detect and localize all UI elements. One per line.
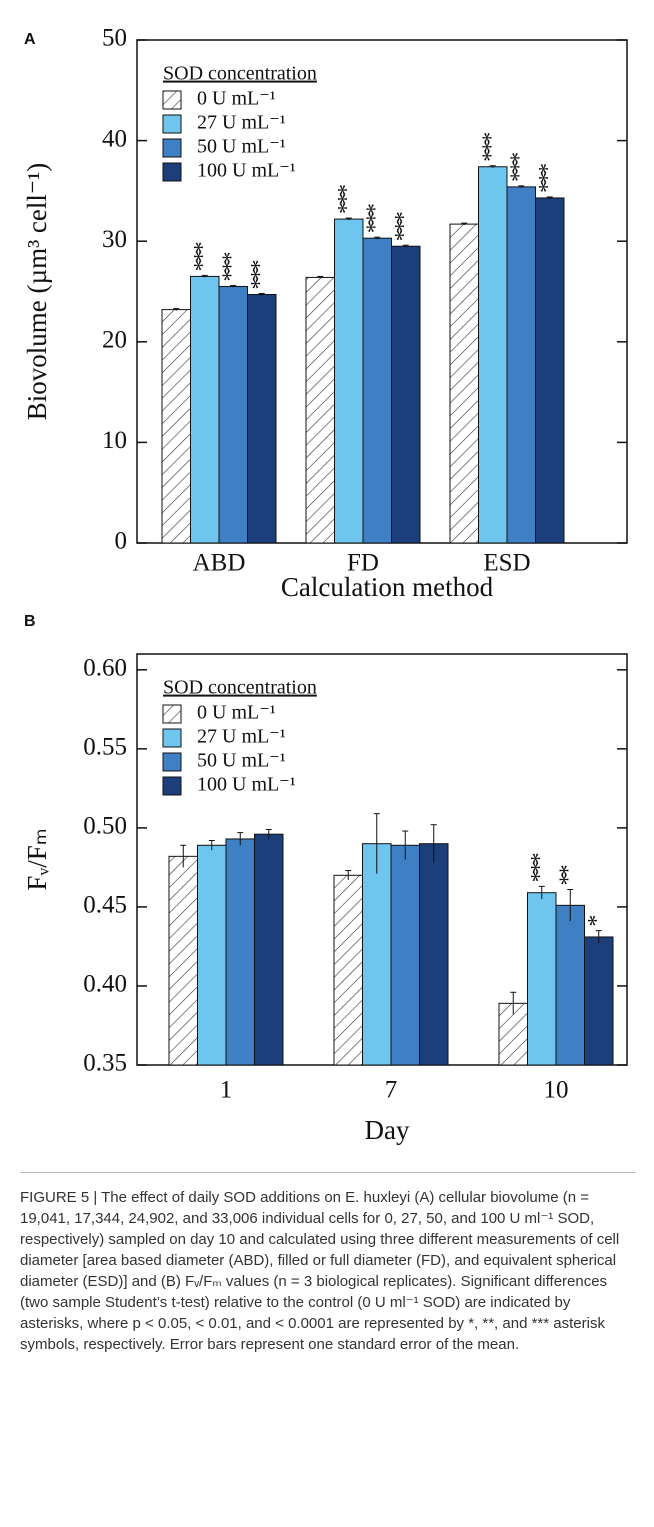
legend-title: SOD concentration (163, 63, 317, 85)
y-tick-label: 30 (102, 226, 127, 253)
bar (168, 855, 198, 1066)
legend-swatch (162, 752, 182, 772)
legend-label: 0 U mL⁻¹ (197, 702, 276, 724)
x-tick-label: FD (347, 550, 379, 577)
x-tick-label: 1 (220, 1077, 233, 1104)
bar (218, 285, 248, 544)
bar (535, 197, 565, 544)
legend-swatch (162, 704, 182, 724)
x-axis-title: Calculation method (281, 572, 494, 602)
significance: *** (334, 185, 360, 214)
legend-label: 0 U mL⁻¹ (197, 88, 276, 110)
bar (555, 904, 585, 1066)
bar (449, 223, 479, 544)
legend-label: 27 U mL⁻¹ (197, 112, 286, 134)
x-tick-label: ABD (193, 550, 246, 577)
bar (247, 294, 277, 544)
bar (419, 843, 449, 1066)
y-tick-label: 0.35 (83, 1050, 127, 1077)
x-tick-label: 10 (544, 1077, 569, 1104)
y-tick-label: 0 (115, 528, 128, 555)
legend-label: 27 U mL⁻¹ (197, 726, 286, 748)
bar (254, 833, 284, 1066)
panel-label: A (24, 31, 36, 48)
y-tick-label: 0.40 (83, 971, 127, 998)
legend-swatch (162, 90, 182, 110)
significance: *** (535, 164, 561, 193)
figure: A 0 10 20 30 40 50 Biovolume (µm³ cell⁻¹) Calcul… (22, 25, 628, 1145)
bar (334, 218, 364, 544)
significance: *** (527, 853, 553, 882)
y-tick-label: 0.50 (83, 813, 127, 840)
significance: *** (190, 242, 216, 271)
significance: *** (391, 212, 417, 241)
x-axis-title: Day (365, 1115, 410, 1145)
legend-swatch (162, 114, 182, 134)
y-tick-label: 10 (102, 427, 127, 454)
significance: *** (478, 133, 504, 162)
bar (391, 245, 421, 544)
y-tick-label: 0.55 (83, 734, 127, 761)
legend-label: 50 U mL⁻¹ (197, 750, 286, 772)
y-axis-title: Biovolume (µm³ cell⁻¹) (22, 163, 52, 420)
legend-title: SOD concentration (163, 677, 317, 699)
bar (190, 275, 220, 544)
legend-swatch (162, 162, 182, 182)
bar (584, 936, 614, 1066)
bar (478, 166, 508, 544)
bar (506, 186, 536, 544)
significance: *** (247, 261, 273, 290)
y-tick-label: 40 (102, 125, 127, 152)
panel-label: B (24, 613, 36, 630)
bar (362, 843, 392, 1066)
significance: *** (219, 252, 245, 281)
y-tick-label: 20 (102, 327, 127, 354)
legend-label: 100 U mL⁻¹ (197, 774, 296, 796)
significance: *** (507, 153, 533, 182)
bar (390, 844, 420, 1066)
significance: ** (556, 866, 582, 886)
legend-label: 100 U mL⁻¹ (197, 160, 296, 182)
y-axis-title: Fᵥ/Fₘ (22, 828, 52, 890)
bar (305, 276, 335, 544)
significance: *** (363, 204, 389, 233)
bar (197, 844, 227, 1066)
bar (362, 237, 392, 544)
significance: * (584, 916, 610, 927)
y-tick-label: 50 (102, 25, 127, 52)
legend-label: 50 U mL⁻¹ (197, 136, 286, 158)
x-tick-label: 7 (385, 1077, 398, 1104)
legend-swatch (162, 776, 182, 796)
y-tick-label: 0.45 (83, 892, 127, 919)
y-tick-label: 0.60 (83, 655, 127, 682)
legend-swatch (162, 138, 182, 158)
bar (161, 309, 191, 544)
x-tick-label: ESD (483, 550, 530, 577)
caption: FIGURE 5 | The effect of daily SOD addit… (20, 1172, 636, 1355)
bar (225, 838, 255, 1066)
bar (527, 892, 557, 1066)
bar (333, 874, 363, 1066)
legend-swatch (162, 728, 182, 748)
